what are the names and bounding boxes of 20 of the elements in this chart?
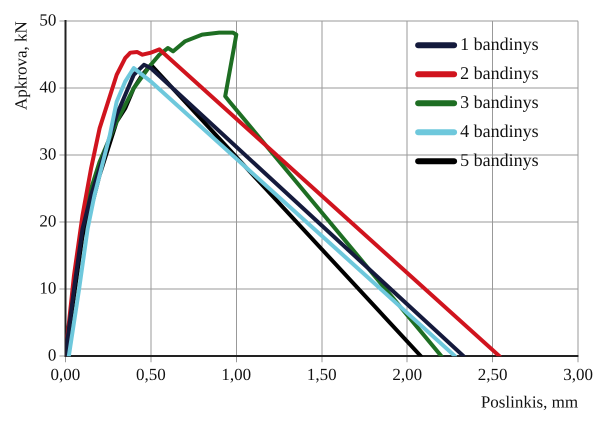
y-axis-title: Apkrova, kN [12,21,31,110]
x-tick-label: 3,00 [563,364,593,384]
y-tick-label: 20 [39,212,56,231]
y-tick-label: 0 [48,346,56,365]
y-tick-label: 50 [39,10,56,30]
legend-label: 3 bandinys [460,92,539,112]
legend-label: 1 bandinys [460,34,539,54]
x-tick-label: 2,50 [478,364,508,384]
legend-label: 2 bandinys [460,62,539,83]
y-tick-label: 40 [39,78,56,97]
legend-label: 5 bandinys [460,150,539,170]
legend-label: 4 bandinys [460,120,539,141]
x-tick-label: 0,50 [136,364,166,384]
y-tick-label: 10 [39,278,56,298]
x-tick-label: 1,00 [221,364,252,384]
x-tick-label: 1,50 [306,364,337,384]
y-tick-label: 30 [39,144,56,164]
x-tick-label: 2,00 [392,364,422,384]
x-tick-label: 0,00 [50,364,80,384]
x-axis-title: Poslinkis, mm [480,392,578,412]
